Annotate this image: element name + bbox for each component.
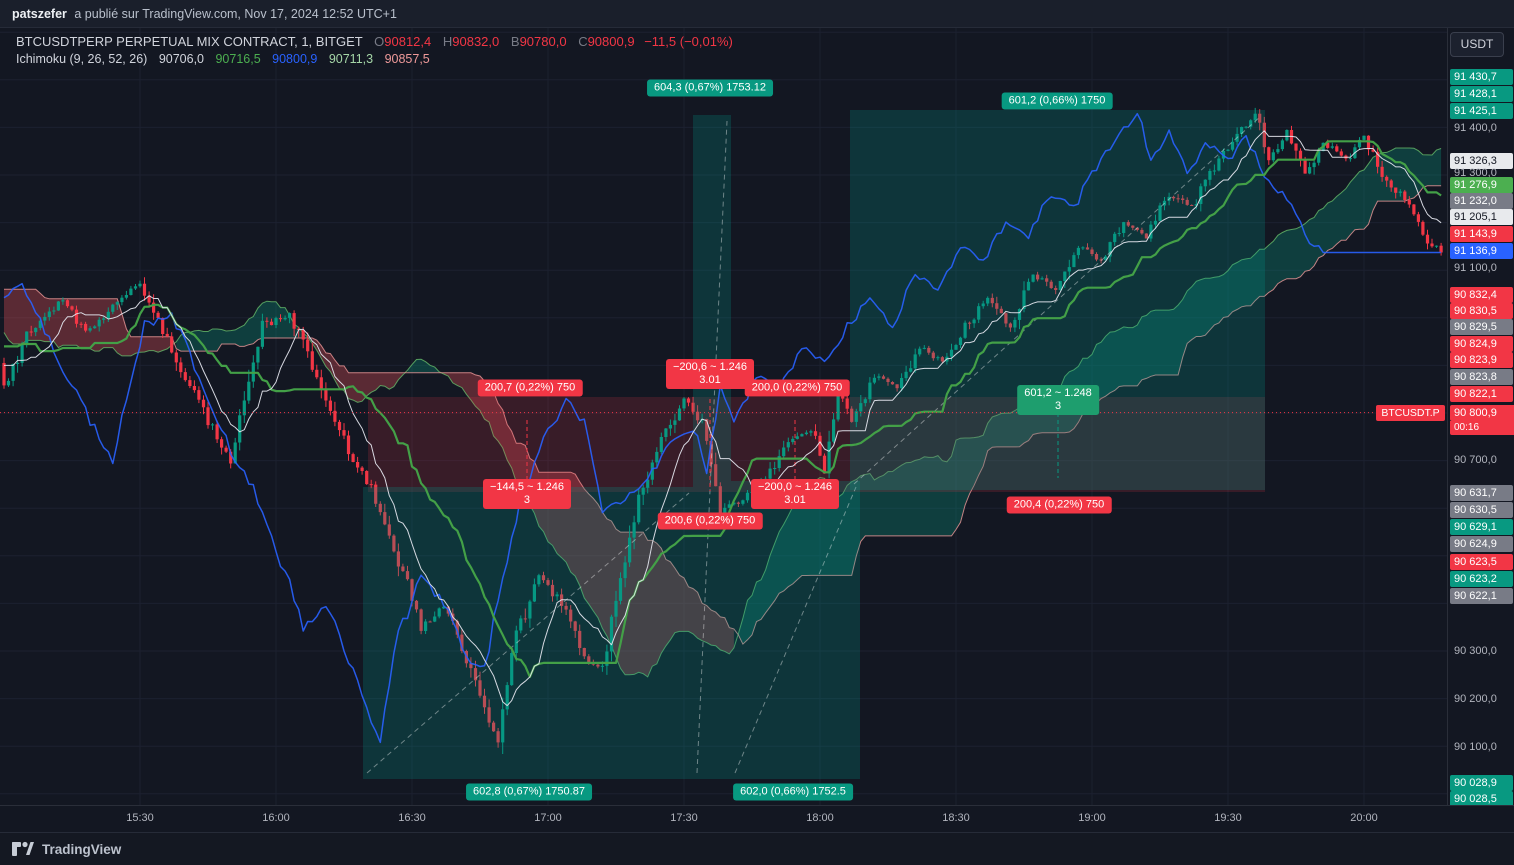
measurement-label[interactable]: 200,4 (0,22%) 750 [1006, 496, 1112, 514]
high-value: 90832,0 [452, 34, 500, 49]
measurement-label[interactable]: 602,0 (0,66%) 1752.5 [733, 783, 853, 801]
price-axis-label: 90 623,2 [1450, 571, 1513, 587]
time-axis-label: 19:00 [1078, 812, 1106, 824]
price-axis-label: 91 425,1 [1450, 103, 1513, 119]
measurement-label[interactable]: −200,6 ~ 1.246 3.01 [665, 359, 755, 389]
footer-bar: TradingView [0, 832, 1514, 865]
measurement-label[interactable]: −200,0 ~ 1.246 3.01 [750, 479, 840, 509]
tradingview-wordmark[interactable]: TradingView [42, 841, 122, 857]
measurement-label[interactable]: 601,2 (0,66%) 1750 [1001, 92, 1113, 110]
price-axis-label: 90 028,5 [1450, 791, 1513, 807]
price-axis-label: 90 624,9 [1450, 536, 1513, 552]
time-axis-label: 16:00 [262, 812, 290, 824]
price-axis-label: 90 623,5 [1450, 554, 1513, 570]
measurement-label[interactable]: 602,8 (0,67%) 1750.87 [466, 783, 592, 801]
price-axis-label: 90 200,0 [1454, 693, 1497, 705]
symbol-legend-row: BTCUSDTPERP PERPETUAL MIX CONTRACT, 1, B… [16, 33, 733, 50]
time-axis-label: 20:00 [1350, 812, 1378, 824]
price-axis-label: 90 622,1 [1450, 588, 1513, 604]
measurement-label[interactable]: 200,6 (0,22%) 750 [657, 512, 763, 530]
price-axis-label: 90 823,8 [1450, 369, 1513, 385]
tradingview-logo[interactable] [12, 838, 34, 861]
time-axis-label: 18:30 [942, 812, 970, 824]
price-axis-label: 91 430,7 [1450, 69, 1513, 85]
time-axis-label: 15:30 [126, 812, 154, 824]
bar-countdown-label: 00:16 [1450, 421, 1514, 435]
low-value: 90780,0 [519, 34, 567, 49]
price-axis-label: 91 143,9 [1450, 226, 1513, 242]
indicator-name[interactable]: Ichimoku (9, 26, 52, 26) [16, 52, 148, 66]
close-label: C [578, 34, 588, 49]
time-axis-label: 17:00 [534, 812, 562, 824]
publisher-bar: patszefer a publié sur TradingView.com, … [0, 0, 1514, 28]
publisher-name[interactable]: patszefer [12, 7, 67, 21]
price-axis-label: 90 829,5 [1450, 319, 1513, 335]
ichimoku-conversion-value: 90706,0 [158, 52, 204, 66]
price-axis-label: 90 822,1 [1450, 386, 1513, 402]
price-axis-label: 91 326,3 [1450, 153, 1513, 169]
measure-labels-layer: 604,3 (0,67%) 1753.12 601,2 (0,66%) 1750 2… [466, 79, 1113, 801]
price-axis-label: 91 400,0 [1454, 122, 1497, 134]
high-label: H [442, 34, 453, 49]
price-axis-label: 90 823,9 [1450, 352, 1513, 368]
symbol-title[interactable]: BTCUSDTPERP PERPETUAL MIX CONTRACT, 1, B… [16, 34, 363, 49]
price-axis-label: 91 136,9 [1450, 243, 1513, 259]
chart-legend: BTCUSDTPERP PERPETUAL MIX CONTRACT, 1, B… [16, 33, 733, 68]
ichimoku-lead1-value: 90711,3 [328, 52, 374, 66]
chart-canvas[interactable] [0, 28, 1447, 805]
time-axis-label: 17:30 [670, 812, 698, 824]
price-axis[interactable]: USDT 90 800,9 00:16 91 430,7 91 428,1 91 4… [1447, 28, 1514, 807]
price-axis-label: 91 300,0 [1454, 167, 1497, 179]
indicator-legend-row: Ichimoku (9, 26, 52, 26) 90706,0 90716,5… [16, 51, 733, 68]
price-axis-label: 91 100,0 [1454, 262, 1497, 274]
measurement-label[interactable]: 601,2 ~ 1.248 3 [1017, 385, 1099, 415]
price-axis-label: 90 300,0 [1454, 645, 1497, 657]
price-axis-label: 91 276,9 [1450, 177, 1513, 193]
price-axis-label: 90 631,7 [1450, 485, 1513, 501]
time-axis[interactable]: 15:30 16:00 16:30 17:00 17:30 18:00 18:30 19:00… [0, 805, 1514, 833]
open-label: O [374, 34, 385, 49]
price-axis-label: 91 232,0 [1450, 193, 1513, 209]
price-axis-label: 90 830,5 [1450, 303, 1513, 319]
open-value: 90812,4 [384, 34, 432, 49]
currency-toggle-button[interactable]: USDT [1450, 32, 1504, 57]
ichimoku-base-value: 90716,5 [215, 52, 261, 66]
price-axis-label: 90 100,0 [1454, 741, 1497, 753]
measurement-label[interactable]: 604,3 (0,67%) 1753.12 [647, 79, 773, 97]
measurement-label[interactable]: −144,5 ~ 1.246 3 [482, 479, 572, 509]
price-axis-label: 90 832,4 [1450, 287, 1513, 303]
last-price-label: 90 800,9 [1450, 405, 1514, 421]
ichimoku-lead2-value: 90857,5 [384, 52, 430, 66]
price-axis-label: 91 205,1 [1450, 209, 1513, 225]
publisher-caption: a publié sur TradingView.com, Nov 17, 20… [74, 7, 397, 21]
price-line-symbol-tag: BTCUSDT.P [1376, 405, 1445, 421]
price-axis-label: 90 824,9 [1450, 336, 1513, 352]
price-axis-label: 90 700,0 [1454, 454, 1497, 466]
change-value: −11,5 (−0,01%) [644, 34, 733, 49]
price-axis-label: 90 630,5 [1450, 502, 1513, 518]
price-axis-label: 91 428,1 [1450, 86, 1513, 102]
time-axis-label: 16:30 [398, 812, 426, 824]
price-axis-label: 90 028,9 [1450, 775, 1513, 791]
ichimoku-lagging-value: 90800,9 [272, 52, 318, 66]
price-axis-label: 90 629,1 [1450, 519, 1513, 535]
time-axis-label: 18:00 [806, 812, 834, 824]
measurement-label[interactable]: 200,0 (0,22%) 750 [744, 379, 850, 397]
measurement-label[interactable]: 200,7 (0,22%) 750 [477, 379, 583, 397]
low-label: B [510, 34, 520, 49]
close-value: 90800,9 [587, 34, 635, 49]
time-axis-label: 19:30 [1214, 812, 1242, 824]
